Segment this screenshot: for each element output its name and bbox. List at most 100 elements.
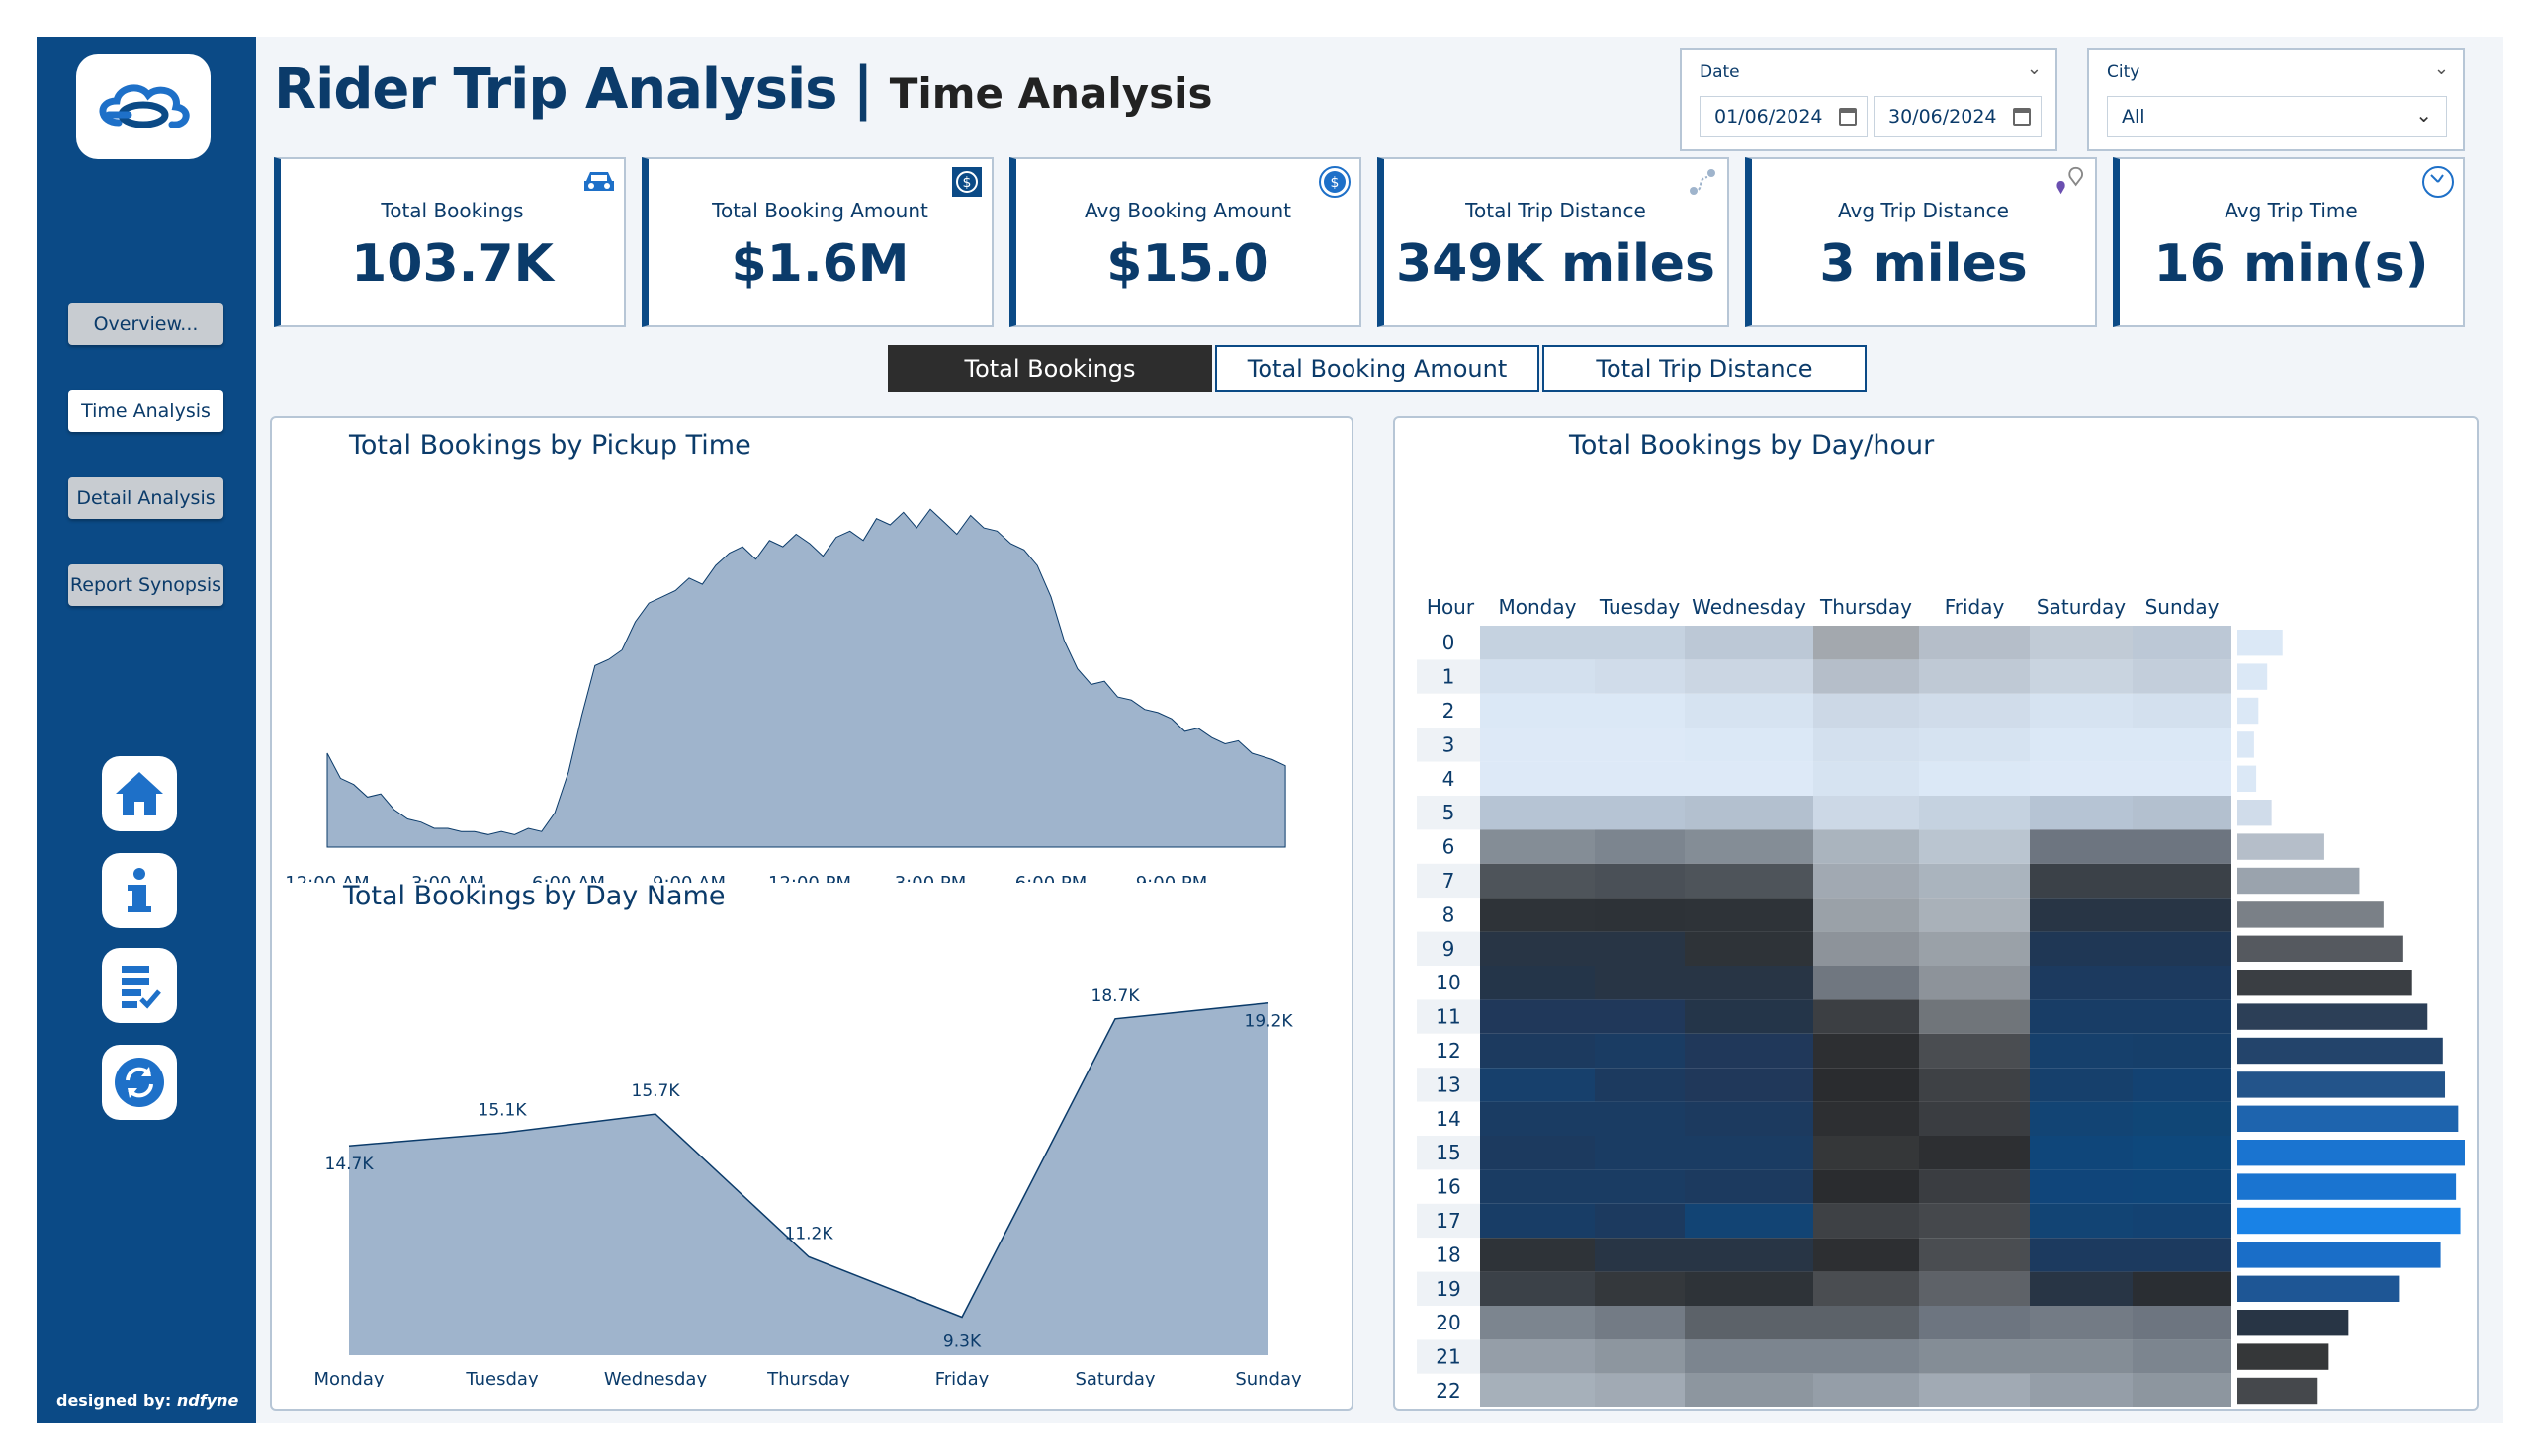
heatmap-cell bbox=[1595, 796, 1685, 830]
refresh-button[interactable] bbox=[102, 1045, 177, 1120]
toggle-total-bookings[interactable]: Total Bookings bbox=[888, 345, 1212, 392]
heatmap-cell bbox=[2133, 898, 2231, 932]
toggle-total-booking-amount[interactable]: Total Booking Amount bbox=[1215, 345, 1539, 392]
nav-report-synopsis-button[interactable]: Report Synopsis bbox=[68, 564, 223, 606]
heatmap-cell bbox=[1919, 796, 2030, 830]
heatmap-cell bbox=[1813, 931, 1919, 966]
data-label: 14.7K bbox=[325, 1155, 375, 1174]
heatmap-cell bbox=[1919, 1033, 2030, 1069]
car-icon bbox=[582, 165, 616, 199]
toggle-total-trip-distance[interactable]: Total Trip Distance bbox=[1542, 345, 1867, 392]
kpi-avg-trip-distance: Avg Trip Distance 3 miles bbox=[1745, 157, 2097, 327]
heatmap-cell bbox=[2030, 693, 2133, 728]
column-header: Monday bbox=[1499, 595, 1577, 619]
heatmap-cell bbox=[1685, 1101, 1813, 1136]
heatmap-cell bbox=[1813, 829, 1919, 864]
heatmap-cell bbox=[1480, 1101, 1595, 1136]
heatmap-cell bbox=[1595, 1306, 1685, 1340]
heatmap-cell bbox=[2133, 966, 2231, 1000]
row-label: 18 bbox=[1436, 1242, 1460, 1266]
heatmap-cell bbox=[2133, 1238, 2231, 1272]
heatmap-cell bbox=[2133, 1339, 2231, 1374]
row-label-bg bbox=[1417, 659, 1480, 694]
chevron-down-icon[interactable]: ⌄ bbox=[2433, 58, 2449, 79]
heatmap-cell bbox=[1595, 693, 1685, 728]
row-label-bg bbox=[1417, 1136, 1480, 1170]
refresh-icon bbox=[115, 1058, 164, 1107]
info-button[interactable] bbox=[102, 853, 177, 928]
row-label: 8 bbox=[1442, 902, 1455, 926]
heatmap-cell bbox=[1595, 761, 1685, 796]
nav-report-synopsis-label: Report Synopsis bbox=[69, 574, 222, 596]
nav-detail-analysis-button[interactable]: Detail Analysis bbox=[68, 477, 223, 519]
checklist-icon bbox=[122, 966, 161, 1009]
heatmap-cell bbox=[2030, 1238, 2133, 1272]
heatmap-cell bbox=[2133, 1068, 2231, 1102]
row-label-bg bbox=[1417, 1169, 1480, 1204]
time-charts-panel: Total Bookings by Pickup Time 12:00 AM 3:… bbox=[270, 416, 1353, 1411]
heatmap-cell bbox=[2133, 1373, 2231, 1407]
heatmap-cell bbox=[1919, 898, 2030, 932]
row-total-bar bbox=[2237, 1071, 2446, 1098]
heatmap-cell bbox=[2030, 626, 2133, 660]
heatmap-cell bbox=[2030, 1033, 2133, 1069]
data-label: 9.3K bbox=[943, 1331, 982, 1351]
nav-overview-button[interactable]: Overview... bbox=[68, 303, 223, 345]
data-label: 18.7K bbox=[1091, 986, 1141, 1006]
city-slicer[interactable]: City ⌄ All ⌄ bbox=[2087, 48, 2465, 151]
row-label-bg bbox=[1417, 1306, 1480, 1340]
heatmap-cell bbox=[1480, 1169, 1595, 1204]
heatmap-cell bbox=[1813, 1033, 1919, 1069]
heatmap-cell bbox=[2133, 931, 2231, 966]
checklist-button[interactable] bbox=[102, 948, 177, 1023]
row-total-bar bbox=[2237, 1207, 2461, 1235]
heatmap-cell bbox=[1685, 898, 1813, 932]
designed-by-label: designed by: bbox=[56, 1391, 172, 1410]
x-tick-label: 3:00 PM bbox=[895, 873, 967, 883]
heatmap-cell bbox=[1595, 1373, 1685, 1407]
kpi-value: 16 min(s) bbox=[2153, 234, 2429, 294]
calendar-icon[interactable] bbox=[2013, 108, 2031, 126]
column-header: Saturday bbox=[2037, 595, 2126, 619]
cloud-logo-icon bbox=[99, 84, 190, 128]
row-label-bg bbox=[1417, 1203, 1480, 1239]
report-title: Rider Trip Analysis bbox=[274, 57, 837, 122]
day-hour-heatmap: Hour Monday Tuesday Wednesday Thursday Friday… bbox=[1417, 595, 2465, 1407]
heatmap-cell bbox=[2030, 1203, 2133, 1239]
column-header: Tuesday bbox=[1599, 595, 1681, 619]
calendar-icon[interactable] bbox=[1839, 108, 1857, 126]
dashboard-canvas: Overview... Time Analysis Detail Analysi… bbox=[37, 37, 2503, 1423]
row-label-bg bbox=[1417, 1271, 1480, 1306]
heatmap-cell bbox=[1480, 1306, 1595, 1340]
chevron-down-icon[interactable]: ⌄ bbox=[2026, 58, 2042, 79]
heatmap-cell bbox=[1919, 626, 2030, 660]
nav-time-analysis-button[interactable]: Time Analysis bbox=[68, 390, 223, 432]
heatmap-cell bbox=[2133, 1306, 2231, 1340]
city-select[interactable]: All ⌄ bbox=[2107, 96, 2447, 137]
row-total-bar bbox=[2237, 663, 2268, 690]
x-tick-label: Thursday bbox=[766, 1369, 850, 1387]
heatmap-cell bbox=[1480, 626, 1595, 660]
map-pin-icon bbox=[2053, 165, 2087, 199]
date-end-input[interactable]: 30/06/2024 bbox=[1874, 96, 2042, 137]
kpi-avg-trip-time: Avg Trip Time 16 min(s) bbox=[2113, 157, 2465, 327]
row-label-bg bbox=[1417, 1033, 1480, 1069]
date-slicer[interactable]: Date ⌄ 01/06/2024 30/06/2024 bbox=[1680, 48, 2057, 151]
x-tick-label: 12:00 PM bbox=[768, 873, 851, 883]
heatmap-cell bbox=[1919, 693, 2030, 728]
date-start-input[interactable]: 01/06/2024 bbox=[1700, 96, 1868, 137]
row-label: 0 bbox=[1442, 631, 1455, 654]
row-label-bg bbox=[1417, 898, 1480, 932]
heatmap-cell bbox=[1595, 1271, 1685, 1306]
kpi-value: 103.7K bbox=[351, 234, 554, 294]
heatmap-title: Total Bookings by Day/hour bbox=[1569, 430, 1935, 461]
row-total-bar bbox=[2237, 970, 2412, 996]
home-button[interactable] bbox=[102, 756, 177, 831]
heatmap-cell bbox=[1813, 999, 1919, 1034]
heatmap-cell bbox=[1595, 863, 1685, 899]
day-name-chart-title: Total Bookings by Day Name bbox=[343, 881, 726, 911]
heatmap-cell bbox=[1685, 1271, 1813, 1306]
pickup-time-chart-title: Total Bookings by Pickup Time bbox=[349, 430, 751, 461]
city-selected-value: All bbox=[2122, 106, 2145, 128]
x-tick-label: 3:00 AM bbox=[411, 873, 484, 883]
